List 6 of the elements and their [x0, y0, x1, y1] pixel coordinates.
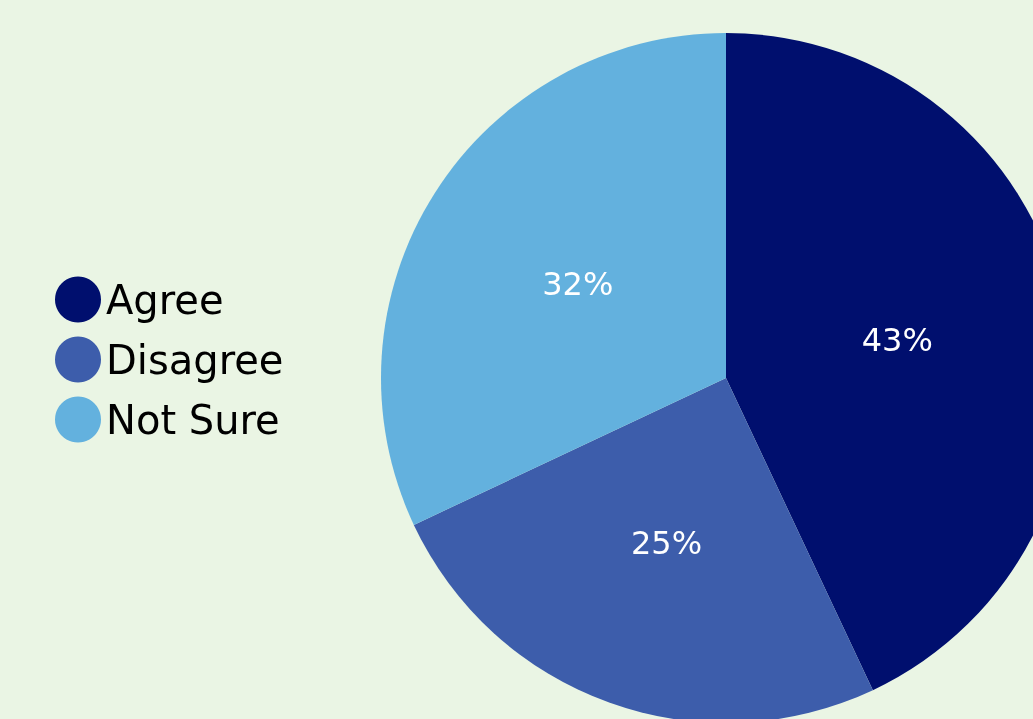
- data-label: 25%: [630, 524, 703, 563]
- legend-label: Agree: [106, 276, 224, 323]
- legend-label: Not Sure: [106, 396, 280, 443]
- data-label: 43%: [861, 320, 933, 359]
- data-label: 32%: [542, 264, 614, 303]
- legend-label: Disagree: [106, 336, 284, 383]
